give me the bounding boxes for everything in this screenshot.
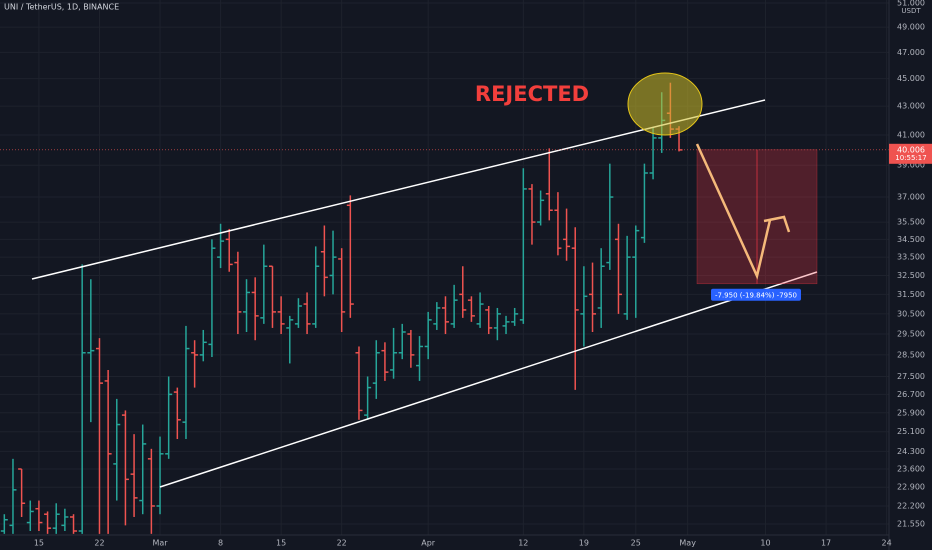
annotation: REJECTED — [475, 82, 589, 106]
y-tick-label: 28.500 — [897, 350, 925, 359]
y-tick-label: 26.700 — [897, 390, 925, 399]
x-tick-label: 8 — [218, 539, 223, 548]
y-tick-label: 37.000 — [897, 193, 925, 202]
x-tick-label: 15 — [276, 539, 286, 548]
x-tick-label: May — [679, 539, 696, 548]
y-tick-label: 43.000 — [897, 102, 925, 111]
y-tick-label: 22.200 — [897, 501, 925, 510]
overlay: -7.950 (-19.84%) -7950 — [0, 149, 889, 301]
y-tick-label: 30.500 — [897, 309, 925, 318]
y-tick-label: 51.000 — [897, 0, 925, 7]
axis: 21.550 22.200 22.900 23.600 24.300 25.100 25.9… — [34, 0, 932, 548]
x-tick-label: 17 — [821, 539, 831, 548]
x-tick-label: 19 — [579, 539, 589, 548]
y-tick-label: 32.500 — [897, 271, 925, 280]
x-tick-label: 25 — [631, 539, 641, 548]
x-tick-label: Apr — [421, 539, 436, 548]
countdown-label: 10:55:17 — [895, 154, 926, 162]
y-tick-label: 34.500 — [897, 235, 925, 244]
x-tick-label: 22 — [94, 539, 104, 548]
x-tick-label: 24 — [882, 539, 892, 548]
y-tick-label: 39.000 — [897, 161, 925, 170]
x-tick-label: 22 — [337, 539, 347, 548]
upper-channel — [31, 99, 766, 280]
last-price-box — [889, 143, 932, 164]
projection-arrow — [695, 143, 772, 280]
y-tick-label: 24.300 — [897, 447, 925, 456]
position-label-box — [711, 288, 801, 301]
bars — [0, 82, 683, 534]
y-tick-label: 22.900 — [897, 483, 925, 492]
y-tick-label: 49.000 — [897, 23, 925, 32]
y-tick-label: 27.500 — [897, 372, 925, 381]
y-tick-label: 25.100 — [897, 427, 925, 436]
position-label: -7.950 (-19.84%) -7950 — [715, 291, 797, 299]
x-tick-label: 12 — [518, 539, 528, 548]
grid — [0, 0, 889, 535]
y-tick-label: 21.550 — [897, 519, 925, 528]
y-tick-label: 45.000 — [897, 74, 925, 83]
y-tick-label: 35.500 — [897, 218, 925, 227]
chart-title: UNI / TetherUS, 1D, BINANCE — [4, 3, 119, 12]
highlight-circle — [627, 72, 703, 136]
x-tick-label: Mar — [152, 539, 168, 548]
y-tick-label: 31.500 — [897, 290, 925, 299]
y-tick-label: 47.000 — [897, 48, 925, 57]
last-price-label: 40.006 — [897, 145, 925, 154]
x-tick-label: 10 — [760, 539, 770, 548]
y-tick-label: 23.600 — [897, 464, 925, 473]
currency-label: USDT — [901, 7, 921, 15]
arrow-head — [763, 215, 791, 233]
y-tick-label: 33.500 — [897, 253, 925, 262]
x-tick-label: 15 — [34, 539, 44, 548]
y-tick-label: 29.500 — [897, 330, 925, 339]
lower-channel — [159, 271, 818, 488]
y-tick-label: 25.900 — [897, 408, 925, 417]
y-tick-label: 41.000 — [897, 130, 925, 139]
